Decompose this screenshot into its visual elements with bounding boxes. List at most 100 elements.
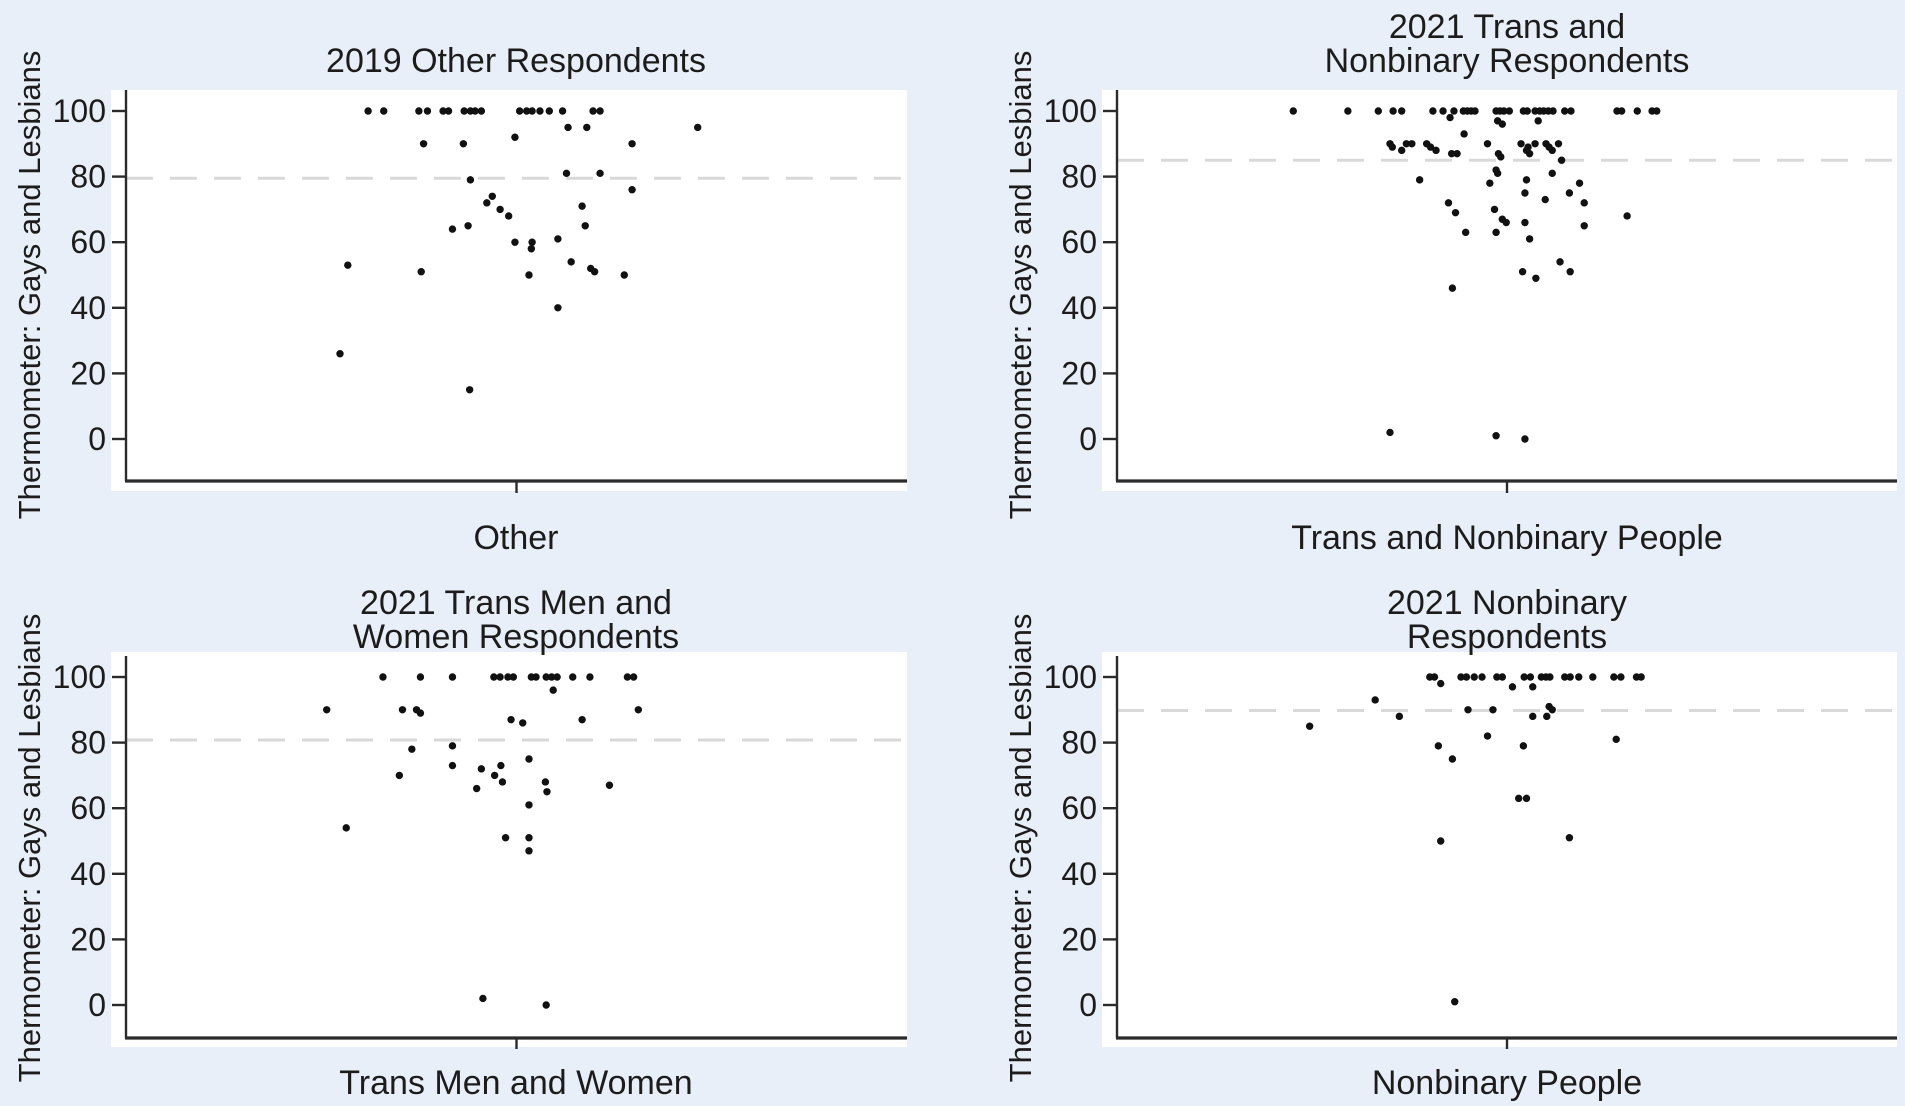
scatter-dot	[596, 107, 604, 115]
plot-area	[1102, 652, 1897, 1047]
scatter-dot	[1517, 140, 1525, 148]
scatter-dot	[490, 771, 499, 780]
scatter-dot	[1567, 107, 1575, 115]
scatter-dot	[323, 706, 331, 714]
scatter-dot	[1434, 742, 1443, 750]
scatter-dot	[1522, 176, 1531, 184]
scatter-dot	[515, 107, 524, 115]
scatter-dot	[1430, 673, 1439, 681]
scatter-dot	[1398, 146, 1406, 155]
scatter-dot	[444, 107, 453, 115]
scatter-dot	[1653, 107, 1661, 115]
scatter-dot	[423, 107, 432, 115]
scatter-dot	[1344, 107, 1352, 115]
scatter-dot	[1388, 143, 1397, 151]
scatter-dot	[1566, 268, 1574, 276]
y-tick-label: 40	[1061, 290, 1097, 326]
scatter-dot	[417, 268, 425, 276]
scatter-dot	[1497, 153, 1505, 161]
scatter-dot	[1519, 742, 1528, 750]
scatter-dot	[380, 107, 388, 115]
panel-title-line2: Respondents	[1407, 618, 1607, 656]
scatter-dot	[464, 222, 472, 230]
scatter-dot	[1556, 258, 1564, 266]
axis-lines	[124, 90, 907, 493]
scatter-dot	[507, 715, 515, 724]
panel-title-line1: 2021 Nonbinary	[1387, 584, 1627, 622]
y-axis-label: Thermometer: Gays and Lesbians	[12, 51, 47, 520]
scatter-dot	[448, 761, 457, 770]
scatter-dot	[1531, 140, 1539, 148]
scatter-dot	[1525, 235, 1534, 243]
y-tick-label: 80	[1061, 725, 1097, 761]
scatter-dot	[1498, 120, 1507, 128]
scatter-dot	[416, 709, 425, 717]
scatter-dot	[1521, 189, 1529, 197]
scatter-dot	[545, 107, 554, 115]
scatter-dot	[628, 186, 636, 194]
scatter-dot	[1561, 107, 1569, 115]
scatter-dot	[1464, 706, 1472, 714]
scatter-dot	[1371, 696, 1379, 704]
scatter-dot	[1374, 107, 1383, 115]
scatter-dot	[1500, 107, 1508, 115]
scatter-dot	[488, 192, 496, 200]
scatter-dot	[1453, 149, 1461, 158]
scatter-dot	[1520, 673, 1528, 681]
scatter-dot	[1437, 837, 1445, 845]
y-tick-label: 40	[70, 856, 106, 892]
scatter-dot	[1415, 176, 1424, 184]
scatter-dot	[596, 169, 604, 178]
data-points	[323, 673, 643, 1009]
scatter-dot	[342, 824, 350, 832]
scatter-dot	[1489, 706, 1497, 714]
scatter-dot	[1617, 673, 1625, 681]
scatter-dot	[605, 781, 614, 789]
scatter-dot	[472, 784, 481, 793]
scatter-dot	[547, 673, 556, 681]
scatter-dot	[395, 771, 404, 780]
scatter-dot	[536, 107, 544, 115]
y-axis-ticks: 100 80 60 40 20 0	[1044, 93, 1117, 457]
scatter-dot	[629, 673, 638, 681]
scatter-dot	[553, 673, 561, 681]
panel-2019-other: 100 80 60 40 20 0 2019 Other Respondents Othe…	[12, 42, 907, 557]
scatter-dot	[1580, 222, 1588, 230]
scatter-dot	[1451, 998, 1459, 1006]
scatter-dot	[477, 107, 486, 115]
data-points	[336, 107, 702, 394]
panel-2021-trans-men-women: 100 80 60 40 20 0 2021 Trans Men and Women Re…	[12, 584, 907, 1102]
scatter-dot	[439, 107, 447, 115]
scatter-dot	[1402, 140, 1411, 148]
scatter-dot	[1429, 107, 1437, 115]
scatter-dot	[344, 261, 352, 269]
scatter-dot	[532, 673, 540, 681]
scatter-dot	[525, 271, 533, 279]
panel-title-line1: 2021 Trans Men and	[360, 584, 672, 622]
scatter-dot	[1548, 706, 1556, 714]
scatter-dot	[448, 225, 457, 233]
data-points	[1289, 107, 1661, 443]
y-tick-label: 0	[1079, 421, 1097, 457]
scatter-dot	[1565, 189, 1574, 197]
scatter-dot	[525, 834, 533, 842]
scatter-dot	[1502, 218, 1510, 227]
y-tick-label: 60	[1061, 790, 1097, 826]
scatter-dot	[1561, 673, 1569, 681]
scatter-dot	[1505, 107, 1514, 115]
scatter-dot	[628, 140, 636, 148]
scatter-dot	[543, 788, 551, 796]
panel-2021-trans-nonbinary: 100 80 60 40 20 0 2021 Trans and Nonbinary Re…	[1003, 8, 1897, 557]
scatter-dot	[541, 778, 550, 786]
scatter-dot	[1548, 146, 1556, 155]
scatter-dot	[1529, 683, 1537, 691]
scatter-dot	[466, 176, 475, 184]
scatter-dot	[1623, 212, 1631, 220]
scatter-dot	[578, 715, 586, 724]
scatter-dot	[511, 238, 519, 246]
scatter-dot	[1483, 140, 1492, 148]
scatter-dot	[1437, 679, 1445, 688]
panel-title-line2: Women Respondents	[353, 618, 679, 656]
